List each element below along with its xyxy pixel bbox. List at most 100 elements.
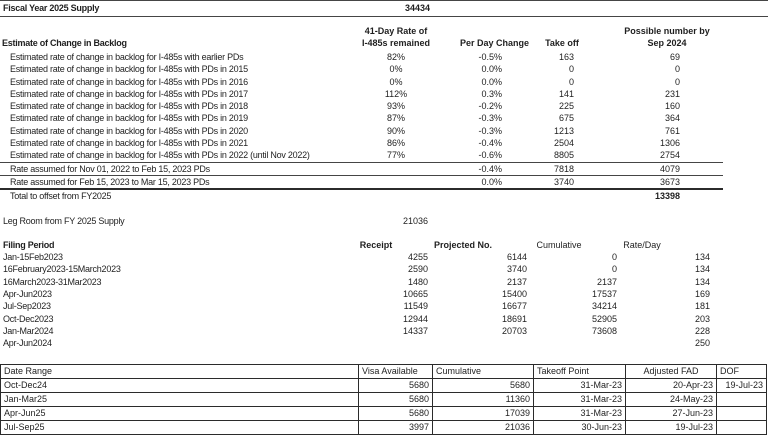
backlog-take-off-cell: 163	[558, 52, 574, 62]
filing-receipt-cell: 14337	[402, 325, 428, 336]
backlog-row: Estimated rate of change in backlog for …	[0, 125, 723, 137]
date-range-header-row: Date Range Visa Available Cumulative Tak…	[0, 363, 767, 379]
backlog-possible-cell: 2754	[659, 150, 680, 161]
backlog-rate-cell: 77%	[386, 150, 405, 161]
fiscal-year-supply-value: 34434	[404, 3, 430, 13]
date-range-table: Date Range Visa Available Cumulative Tak…	[0, 363, 767, 435]
filing-period-title: Filing Period	[3, 239, 55, 250]
filing-cumulative-cell: 0	[611, 252, 617, 263]
backlog-row: Estimated rate of change in backlog for …	[0, 100, 723, 112]
backlog-take-off-cell: 0	[568, 76, 574, 87]
filing-receipt-cell	[340, 337, 428, 349]
backlog-per-day-cell: -0.3%	[478, 113, 502, 124]
backlog-per-day-cell: 0.3%	[481, 88, 502, 99]
backlog-total-row: Total to offset from FY2025 13398	[0, 188, 723, 202]
backlog-row-label: Rate assumed for Nov 01, 2022 to Feb 15,…	[10, 163, 210, 174]
adjusted-fad-cell: 19-Jul-23	[625, 419, 717, 435]
backlog-rate-cell: 0%	[389, 64, 403, 75]
backlog-rate-cell: 86%	[386, 138, 405, 149]
cumulative-cell: 17039	[432, 405, 534, 421]
dof-cell: 19-Jul-23	[716, 377, 767, 393]
backlog-possible-cell: 4079	[659, 163, 680, 174]
cumulative-cell: 5680	[432, 377, 534, 393]
filing-receipt-cell: 12944	[402, 313, 428, 324]
filing-receipt-cell: 4255	[407, 252, 428, 263]
filing-row-label: Jan-15Feb2023	[3, 252, 63, 263]
col-header-cumulative-bottom: Cumulative	[432, 363, 534, 379]
visa-available-cell: 5680	[358, 377, 433, 393]
backlog-row-rate-assumed-feb: Rate assumed for Feb 15, 2023 to Mar 15,…	[0, 174, 723, 188]
dof-cell	[716, 419, 767, 435]
filing-row: Jan-Mar2024 14337 20703 73608 228	[0, 325, 768, 337]
leg-room-label: Leg Room from FY 2025 Supply	[3, 215, 125, 226]
backlog-possible-cell: 3673	[659, 176, 680, 187]
col-header-possible-line1: Possible number by	[624, 26, 710, 36]
col-header-visa-available: Visa Available	[358, 363, 433, 379]
filing-projected-cell: 20703	[501, 325, 527, 336]
filing-row-label: 16February2023-15March2023	[3, 264, 121, 275]
filing-rate-day-cell: 228	[694, 325, 710, 336]
backlog-row-rate-assumed-nov: Rate assumed for Nov 01, 2022 to Feb 15,…	[0, 161, 723, 175]
filing-cumulative-cell: 2137	[596, 276, 617, 287]
backlog-table-title: Estimate of Change in Backlog	[2, 38, 127, 48]
col-header-take-off: Take off	[545, 37, 579, 48]
date-range-row: Apr-Jun25 5680 17039 31-Mar-23 27-Jun-23	[0, 405, 767, 421]
backlog-row: Estimated rate of change in backlog for …	[0, 76, 723, 88]
backlog-row: Estimated rate of change in backlog for …	[0, 51, 723, 63]
backlog-per-day-cell: 0.0%	[481, 176, 502, 187]
filing-cumulative-cell: 0	[611, 264, 617, 275]
backlog-per-day-cell: -0.2%	[478, 101, 502, 112]
backlog-total-label: Total to offset from FY2025	[10, 191, 112, 202]
backlog-row: Estimated rate of change in backlog for …	[0, 149, 723, 161]
fiscal-year-supply-row: Fiscal Year 2025 Supply 34434	[0, 0, 768, 17]
filing-projected-cell: 18691	[501, 313, 527, 324]
filing-rate-day-cell: 250	[694, 338, 710, 349]
filing-receipt-cell: 11549	[403, 301, 428, 312]
adjusted-fad-cell: 27-Jun-23	[625, 405, 717, 421]
backlog-rate-cell: 0%	[389, 76, 403, 87]
backlog-per-day-cell: -0.5%	[478, 52, 502, 62]
filing-period-header: Filing Period Receipt Projected No. Cumu…	[0, 239, 768, 251]
col-header-41day-rate: 41-Day Rate of I-485s remained	[340, 26, 452, 49]
backlog-per-day-cell: -0.3%	[478, 125, 502, 136]
backlog-row-label: Estimated rate of change in backlog for …	[10, 138, 248, 149]
col-header-date-range: Date Range	[0, 363, 359, 379]
filing-row-label: Jan-Mar2024	[3, 325, 54, 336]
filing-projected-cell: 3740	[506, 264, 527, 275]
backlog-row: Estimated rate of change in backlog for …	[0, 88, 723, 100]
filing-row: 16February2023-15March2023 2590 3740 0 1…	[0, 263, 768, 275]
filing-rate-day-cell: 203	[694, 313, 710, 324]
filing-row: Apr-Jun2024 250	[0, 337, 768, 349]
backlog-rate-cell	[340, 176, 452, 188]
filing-row: Jul-Sep2023 11549 16677 34214 181	[0, 300, 768, 312]
filing-projected-cell: 16677	[501, 301, 527, 312]
backlog-per-day-cell: 0.0%	[481, 76, 502, 87]
col-header-possible-line2: Sep 2024	[647, 37, 687, 48]
col-header-takeoff-point: Takeoff Point	[533, 363, 626, 379]
backlog-row-label: Estimated rate of change in backlog for …	[10, 52, 244, 62]
backlog-per-day-cell: -0.4%	[478, 138, 502, 149]
filing-row: Jan-15Feb2023 4255 6144 0 134	[0, 251, 768, 263]
filing-row-label: Apr-Jun2024	[3, 338, 52, 349]
backlog-possible-cell: 160	[664, 101, 680, 112]
filing-row: Apr-Jun2023 10665 15400 17537 169	[0, 288, 768, 300]
backlog-table: Estimate of Change in Backlog 41-Day Rat…	[0, 26, 723, 203]
date-range-cell: Jan-Mar25	[0, 391, 359, 407]
backlog-take-off-cell: 141	[558, 88, 574, 99]
col-header-cumulative: Cumulative	[536, 239, 582, 250]
date-range-row: Jan-Mar25 5680 11360 31-Mar-23 24-May-23	[0, 391, 767, 407]
filing-rate-day-cell: 134	[694, 252, 710, 263]
backlog-row-label: Rate assumed for Feb 15, 2023 to Mar 15,…	[10, 176, 210, 187]
backlog-rate-cell: 90%	[386, 125, 405, 136]
col-header-possible-number: Possible number by Sep 2024	[587, 26, 747, 49]
filing-rate-day-cell: 134	[694, 264, 710, 275]
takeoff-point-cell: 30-Jun-23	[533, 419, 626, 435]
takeoff-point-cell: 31-Mar-23	[533, 405, 626, 421]
date-range-cell: Apr-Jun25	[0, 405, 359, 421]
col-header-41day-rate-line2: I-485s remained	[361, 37, 431, 48]
filing-rate-day-cell: 134	[694, 276, 710, 287]
filing-row: 16March2023-31Mar2023 1480 2137 2137 134	[0, 276, 768, 288]
backlog-row: Estimated rate of change in backlog for …	[0, 112, 723, 124]
backlog-take-off-cell: 7818	[553, 163, 574, 174]
backlog-row-label: Estimated rate of change in backlog for …	[10, 125, 248, 136]
